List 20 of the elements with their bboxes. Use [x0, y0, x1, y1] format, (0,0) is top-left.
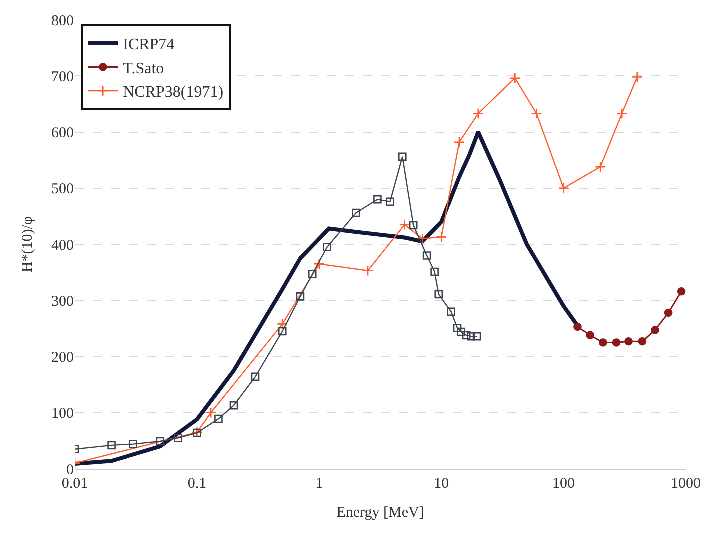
y-tick-label: 300: [52, 294, 74, 310]
legend-label: T.Sato: [123, 60, 164, 78]
x-tick-label: 100: [552, 476, 576, 492]
y-axis-title: H*(10)/φ: [20, 216, 36, 273]
y-tick-label: 100: [52, 406, 74, 422]
x-tick-label: 0.01: [62, 476, 88, 492]
y-tick-label: 800: [52, 13, 74, 30]
x-axis-title: Energy [MeV]: [336, 505, 424, 521]
x-tick-label: 10: [434, 476, 450, 492]
y-tick-label: 600: [52, 126, 74, 142]
y-tick-label: 400: [52, 238, 74, 254]
legend-label: NCRP38(1971): [123, 84, 224, 102]
y-tick-label: 700: [52, 69, 74, 86]
x-tick-label: 0.1: [188, 476, 207, 492]
legend-label: ICRP74: [123, 36, 175, 54]
x-tick-label: 1: [316, 476, 324, 492]
x-tick-label: 1000: [671, 476, 701, 492]
y-tick-label: 200: [52, 350, 74, 366]
y-tick-label: 0: [66, 462, 74, 478]
y-tick-label: 500: [52, 182, 74, 198]
